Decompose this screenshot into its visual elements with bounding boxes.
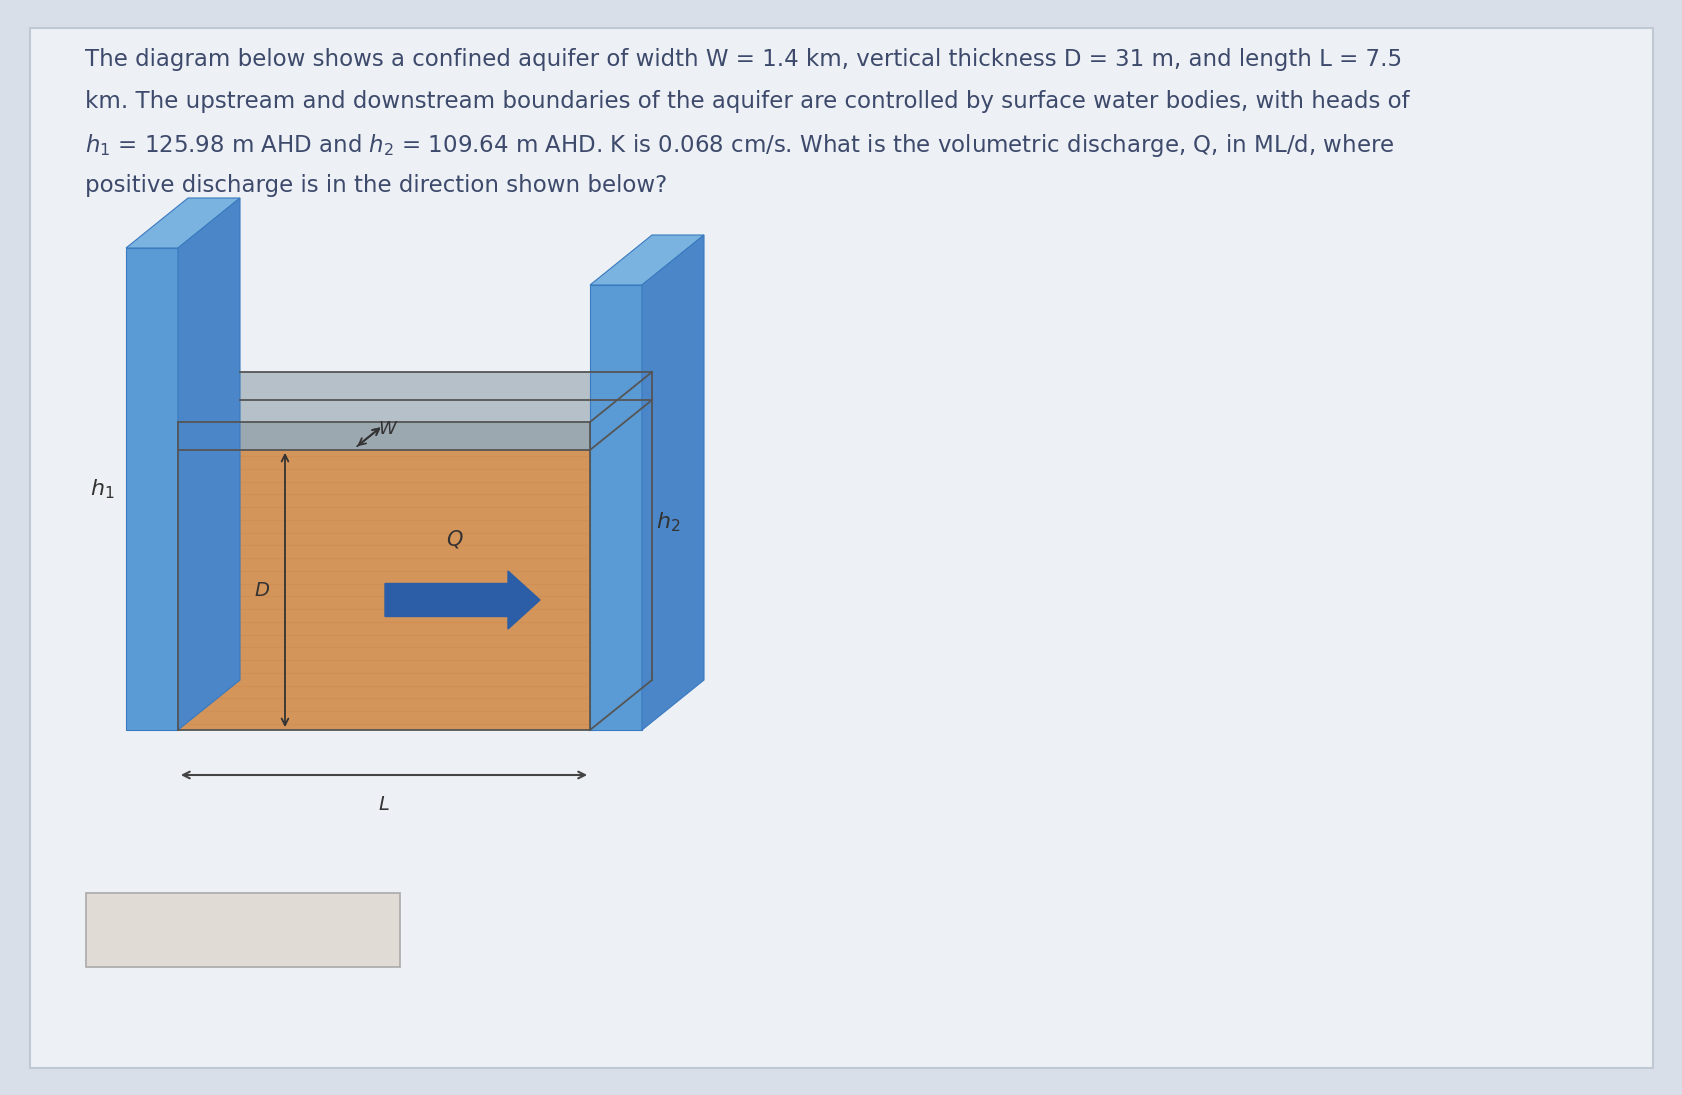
Text: $Q$: $Q$ xyxy=(446,528,463,550)
Text: The diagram below shows a confined aquifer of width W = 1.4 km, vertical thickne: The diagram below shows a confined aquif… xyxy=(86,48,1401,71)
Polygon shape xyxy=(178,400,651,450)
Polygon shape xyxy=(641,235,703,730)
Text: positive discharge is in the direction shown below?: positive discharge is in the direction s… xyxy=(86,174,666,197)
Text: $L$: $L$ xyxy=(378,795,390,814)
Polygon shape xyxy=(178,422,590,450)
FancyBboxPatch shape xyxy=(86,894,400,967)
Polygon shape xyxy=(590,372,651,450)
Text: $h_1$: $h_1$ xyxy=(89,477,114,500)
Polygon shape xyxy=(126,247,178,730)
Polygon shape xyxy=(178,372,651,422)
FancyBboxPatch shape xyxy=(30,28,1652,1068)
Text: $W$: $W$ xyxy=(378,419,399,438)
Text: $h_2$: $h_2$ xyxy=(656,510,680,534)
Polygon shape xyxy=(590,235,703,285)
Text: $h_1$ = 125.98 m AHD and $h_2$ = 109.64 m AHD. K is 0.068 cm/s. What is the volu: $h_1$ = 125.98 m AHD and $h_2$ = 109.64 … xyxy=(86,132,1394,159)
Polygon shape xyxy=(590,400,651,730)
Polygon shape xyxy=(590,285,641,730)
Polygon shape xyxy=(126,198,241,247)
FancyArrow shape xyxy=(385,570,540,629)
Text: km. The upstream and downstream boundaries of the aquifer are controlled by surf: km. The upstream and downstream boundari… xyxy=(86,90,1410,113)
Polygon shape xyxy=(178,198,241,730)
Polygon shape xyxy=(178,450,590,730)
Text: $D$: $D$ xyxy=(254,580,269,599)
